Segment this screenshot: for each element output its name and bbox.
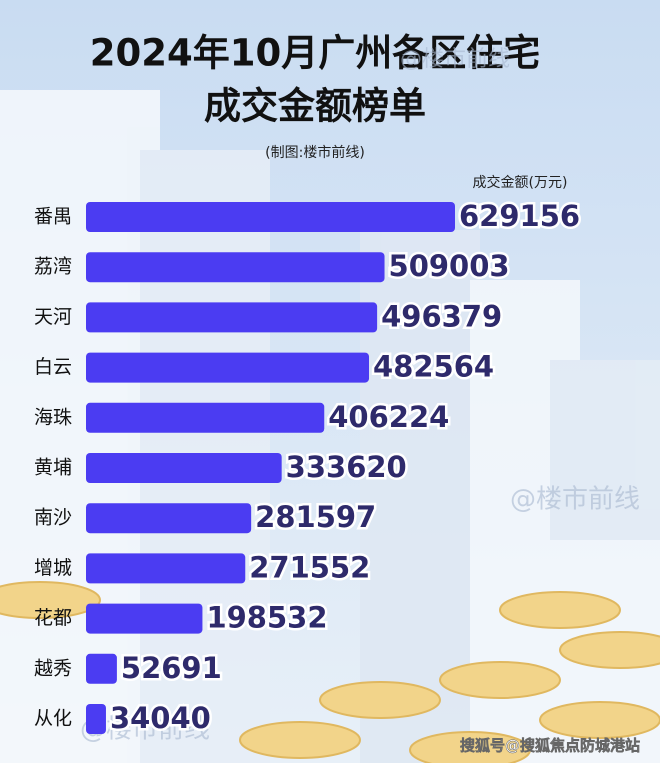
coins	[0, 581, 660, 767]
bars: 番禺 629156 荔湾 509003 天河 496379 白云 482564 海珠 406224…	[34, 197, 583, 738]
category-label: 荔湾	[34, 256, 72, 278]
data-label: 198532	[206, 601, 327, 635]
data-label: 509003	[389, 249, 510, 283]
category-label: 番禺	[34, 206, 72, 228]
chart-subtitle: (制图:楼市前线)	[265, 144, 365, 161]
category-label: 海珠	[34, 406, 72, 428]
chart-title: 成交金额榜单	[204, 85, 426, 128]
category-label: 花都	[34, 607, 72, 629]
bar	[86, 553, 246, 584]
value-axis-label: 成交金额(万元)	[473, 174, 568, 191]
bar	[86, 352, 370, 383]
bar	[86, 704, 106, 734]
data-label: 333620	[286, 450, 407, 484]
bar	[86, 252, 385, 283]
data-label: 34040	[110, 701, 211, 735]
category-label: 越秀	[34, 657, 72, 679]
bar	[86, 202, 455, 232]
category-label: 白云	[34, 356, 72, 378]
footer: 搜狐号@搜狐焦点防城港站	[460, 737, 640, 755]
bar	[86, 302, 378, 333]
bar	[86, 453, 282, 483]
data-label: 52691	[121, 651, 222, 685]
bar	[86, 402, 325, 433]
category-label: 天河	[34, 306, 72, 328]
bar	[86, 653, 117, 684]
data-label: 406224	[328, 400, 449, 434]
data-label: 271552	[249, 550, 370, 584]
data-label: 281597	[255, 500, 376, 534]
bar	[86, 603, 203, 634]
bar	[86, 503, 252, 534]
watermark: @楼市前线	[510, 485, 640, 515]
data-label: 629156	[459, 199, 580, 233]
chart-title: 2024年10月广州各区住宅	[90, 32, 540, 75]
category-label: 南沙	[34, 507, 72, 529]
data-label: 496379	[381, 299, 502, 333]
category-label: 黄埔	[34, 457, 72, 479]
category-label: 增城	[34, 557, 72, 579]
data-label: 482564	[373, 350, 494, 384]
watermark: @楼市前线	[400, 47, 510, 72]
category-label: 从化	[34, 708, 72, 730]
